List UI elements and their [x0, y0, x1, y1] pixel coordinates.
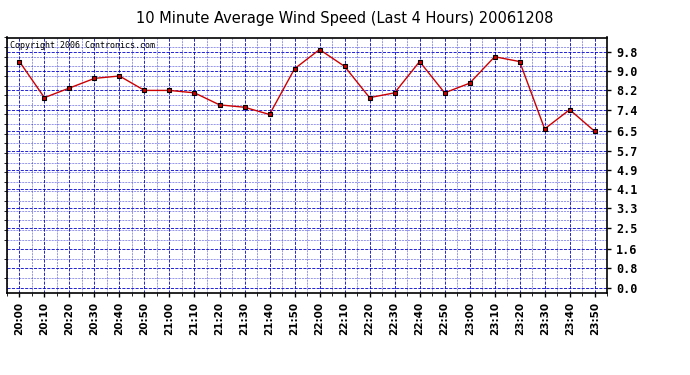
Text: 10 Minute Average Wind Speed (Last 4 Hours) 20061208: 10 Minute Average Wind Speed (Last 4 Hou…	[137, 11, 553, 26]
Text: Copyright 2006 Contronics.com: Copyright 2006 Contronics.com	[10, 41, 155, 50]
